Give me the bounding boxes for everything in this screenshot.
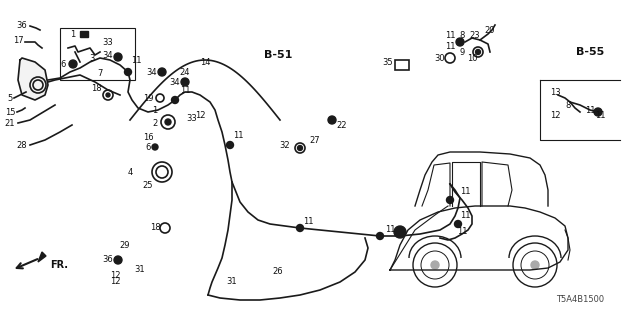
Text: 31: 31 [227, 277, 237, 286]
Circle shape [114, 53, 122, 61]
Text: 1: 1 [70, 29, 76, 38]
Text: 27: 27 [310, 135, 320, 145]
Circle shape [296, 225, 303, 231]
Text: 11: 11 [233, 131, 243, 140]
Text: 6: 6 [60, 60, 66, 68]
Text: 24: 24 [180, 68, 190, 76]
Circle shape [394, 226, 406, 238]
Text: 11: 11 [460, 211, 470, 220]
Text: 8: 8 [565, 100, 571, 109]
Text: 32: 32 [280, 140, 291, 149]
Text: 33: 33 [187, 114, 197, 123]
Text: 11: 11 [595, 110, 605, 119]
Text: 8: 8 [460, 30, 465, 39]
Text: 22: 22 [337, 121, 348, 130]
Circle shape [376, 233, 383, 239]
Circle shape [454, 220, 461, 228]
Circle shape [447, 196, 454, 204]
Circle shape [431, 261, 439, 269]
Circle shape [456, 38, 464, 46]
Circle shape [69, 60, 77, 68]
Text: 19: 19 [143, 93, 153, 102]
Text: 18: 18 [91, 84, 101, 92]
Text: B-55: B-55 [576, 47, 604, 57]
Text: 28: 28 [17, 140, 28, 149]
Text: 11: 11 [131, 55, 141, 65]
Text: T5A4B1500: T5A4B1500 [556, 295, 604, 305]
Circle shape [172, 97, 179, 103]
Text: 15: 15 [4, 108, 15, 116]
Circle shape [476, 50, 481, 54]
Text: 2: 2 [152, 118, 157, 127]
Text: 11: 11 [303, 218, 313, 227]
Circle shape [531, 261, 539, 269]
Polygon shape [18, 58, 48, 100]
Text: 11: 11 [460, 188, 470, 196]
Text: 11: 11 [180, 85, 190, 94]
Circle shape [594, 108, 602, 116]
Text: 14: 14 [200, 58, 211, 67]
Text: 3: 3 [90, 53, 95, 62]
Text: B-51: B-51 [264, 50, 292, 60]
Text: 34: 34 [102, 51, 113, 60]
Text: 11: 11 [585, 106, 595, 115]
Circle shape [114, 256, 122, 264]
Circle shape [227, 141, 234, 148]
Text: 10: 10 [467, 53, 477, 62]
Bar [395, 60, 409, 70]
Text: 13: 13 [550, 87, 560, 97]
Text: 20: 20 [484, 26, 495, 35]
Text: 33: 33 [102, 37, 113, 46]
Text: 26: 26 [273, 268, 284, 276]
Text: 1: 1 [152, 106, 157, 115]
Polygon shape [38, 252, 46, 262]
Circle shape [152, 144, 158, 150]
Text: 11: 11 [457, 228, 467, 236]
Bar [80, 31, 88, 37]
Circle shape [106, 93, 110, 97]
Text: 12: 12 [109, 277, 120, 286]
Text: 12: 12 [195, 110, 205, 119]
Text: 23: 23 [470, 30, 480, 39]
Text: 9: 9 [460, 47, 465, 57]
Text: 25: 25 [143, 180, 153, 189]
Text: 5: 5 [8, 93, 13, 102]
Text: 4: 4 [127, 167, 132, 177]
Circle shape [298, 146, 303, 150]
Text: 12: 12 [109, 270, 120, 279]
Text: 11: 11 [445, 42, 455, 51]
Text: 17: 17 [13, 36, 23, 44]
Text: 16: 16 [143, 132, 154, 141]
Text: 6: 6 [145, 142, 150, 151]
Circle shape [125, 68, 131, 76]
Circle shape [328, 116, 336, 124]
Text: 35: 35 [383, 58, 394, 67]
Text: 18: 18 [150, 223, 160, 233]
Text: 12: 12 [550, 110, 560, 119]
Text: 31: 31 [134, 266, 145, 275]
Bar [60, 28, 135, 80]
Text: 11: 11 [445, 30, 455, 39]
Circle shape [158, 68, 166, 76]
Circle shape [181, 78, 189, 86]
Text: 30: 30 [435, 53, 445, 62]
Text: 36: 36 [17, 20, 28, 29]
Text: 21: 21 [4, 118, 15, 127]
Text: 7: 7 [97, 68, 102, 77]
Text: 34: 34 [147, 68, 157, 76]
Text: FR.: FR. [50, 260, 68, 270]
Circle shape [165, 119, 171, 125]
Text: 36: 36 [102, 255, 113, 265]
Text: 29: 29 [120, 241, 131, 250]
Text: 34: 34 [170, 77, 180, 86]
Text: 11: 11 [385, 226, 396, 235]
